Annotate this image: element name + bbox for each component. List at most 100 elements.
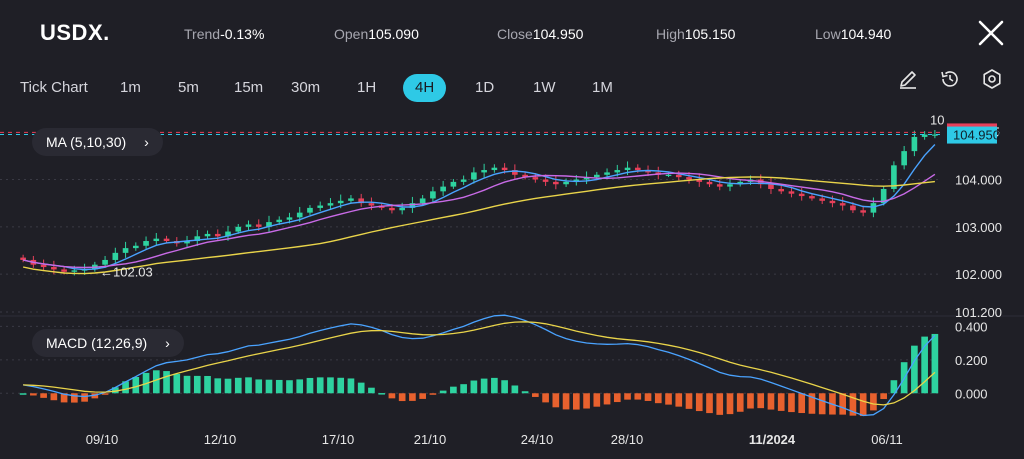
candle-body [368,203,375,206]
macd-histogram-bar [101,393,109,395]
x-tick-label: 24/10 [521,432,554,447]
macd-histogram-bar [378,393,386,395]
y-tick-label: 101.200 [955,305,1002,320]
candle-body [512,170,518,175]
timeframe-15m[interactable]: 15m [234,79,264,96]
macd-histogram-bar [767,393,775,410]
last-price-tag [947,126,997,144]
macd-histogram-bar [429,393,437,395]
ma10-line [22,172,936,269]
timeframe-30m[interactable]: 30m [291,79,321,96]
candle-body [727,184,733,187]
candle-body [143,241,149,246]
macd-histogram-bar [368,387,375,394]
macd-histogram-bar [511,385,519,394]
macd-histogram-bar [859,393,867,417]
macd-histogram-bar [603,393,611,405]
timeframe-1d[interactable]: 1D [475,79,495,96]
macd-histogram-bar [71,393,78,403]
timeframe-1m[interactable]: 1m [120,79,141,96]
candle-body [891,165,897,189]
timeframe-5m[interactable]: 5m [178,79,199,96]
macd-histogram-bar [81,393,88,402]
macd-histogram-bar [685,393,693,409]
candle-body [327,203,334,206]
macd-histogram-bar [111,387,119,394]
candle-body [419,198,426,204]
candle-body [860,210,866,213]
macd-y-tick-label: 0.400 [955,319,988,334]
macd-histogram-bar [152,370,160,394]
macd-histogram-bar [624,393,631,400]
high-marker-label: 10 [930,112,944,127]
candle-body [706,181,713,185]
candle-body [266,222,272,227]
timeframe-1mo[interactable]: 1M [592,79,613,96]
candle-body [829,200,836,204]
close-icon[interactable] [976,18,1006,48]
candle-body [399,207,405,211]
close-value: 104.950 [532,26,584,42]
macd-histogram-bar [593,393,601,407]
macd-histogram-bar [491,377,498,394]
macd-histogram-bar [921,336,928,394]
ma-indicator-pill[interactable]: MA (5,10,30) › [32,128,163,156]
macd-histogram-bar [470,380,478,394]
macd-histogram-bar [583,393,590,409]
history-icon[interactable] [939,68,961,90]
macd-histogram-bar [357,382,365,394]
macd-histogram-bar [634,393,642,400]
candle-body [471,172,477,180]
timeframe-tick[interactable]: Tick Chart [20,79,88,96]
high-label: High [656,26,685,42]
macd-histogram-bar [716,393,724,415]
candle-body [225,231,231,237]
ma-label: MA [46,134,67,150]
candle-body [696,179,703,182]
candle-body [522,174,528,178]
pencil-icon[interactable] [897,68,919,90]
candle-body [409,203,416,208]
low-value: 104.940 [840,26,892,42]
candle-body [788,191,795,194]
candle-body [614,170,621,173]
ma-params: (5,10,30) [70,134,127,150]
macd-histogram-bar [644,393,652,401]
macd-y-tick-label: 0.200 [955,353,988,368]
candle-body [276,219,283,223]
timeframe-4h[interactable]: 4H [403,74,447,102]
macd-histogram-bar [818,393,826,415]
symbol-title: USDX. [40,20,110,45]
macd-histogram-bar [19,393,27,395]
candle-body [768,184,774,189]
candle-body [563,181,569,185]
macd-histogram-bar [398,393,406,402]
macd-histogram-bar [419,393,426,399]
candle-body [317,205,324,208]
macd-histogram-bar [501,380,508,394]
macd-histogram-bar [173,373,181,394]
y-tick-label: 103.000 [955,220,1002,235]
macd-histogram-bar [890,380,898,394]
timeframe-bar: Tick Chart 1m 5m 15m 30m 1H 4H 1D 1W 1M [0,74,700,104]
timeframe-1h[interactable]: 1H [357,79,377,96]
candle-body [532,177,539,180]
x-tick-label: 11/2024 [749,432,796,447]
candle-body [911,136,918,152]
candle-body [255,224,262,227]
macd-histogram-bar [880,393,887,400]
candle-body [51,267,57,270]
macd-indicator-pill[interactable]: MACD (12,26,9) › [32,329,184,357]
settings-icon[interactable] [981,68,1003,90]
macd-histogram-bar [450,386,457,394]
candle-body [583,177,590,180]
macd-histogram-bar [562,393,570,410]
macd-label: MACD [46,335,88,351]
timeframe-1w[interactable]: 1W [533,79,556,96]
candle-body [214,233,221,237]
candle-body [153,238,160,242]
signal-line [23,321,936,406]
low-stat: Low104.940 [815,26,891,42]
macd-histogram-bar [245,377,252,394]
